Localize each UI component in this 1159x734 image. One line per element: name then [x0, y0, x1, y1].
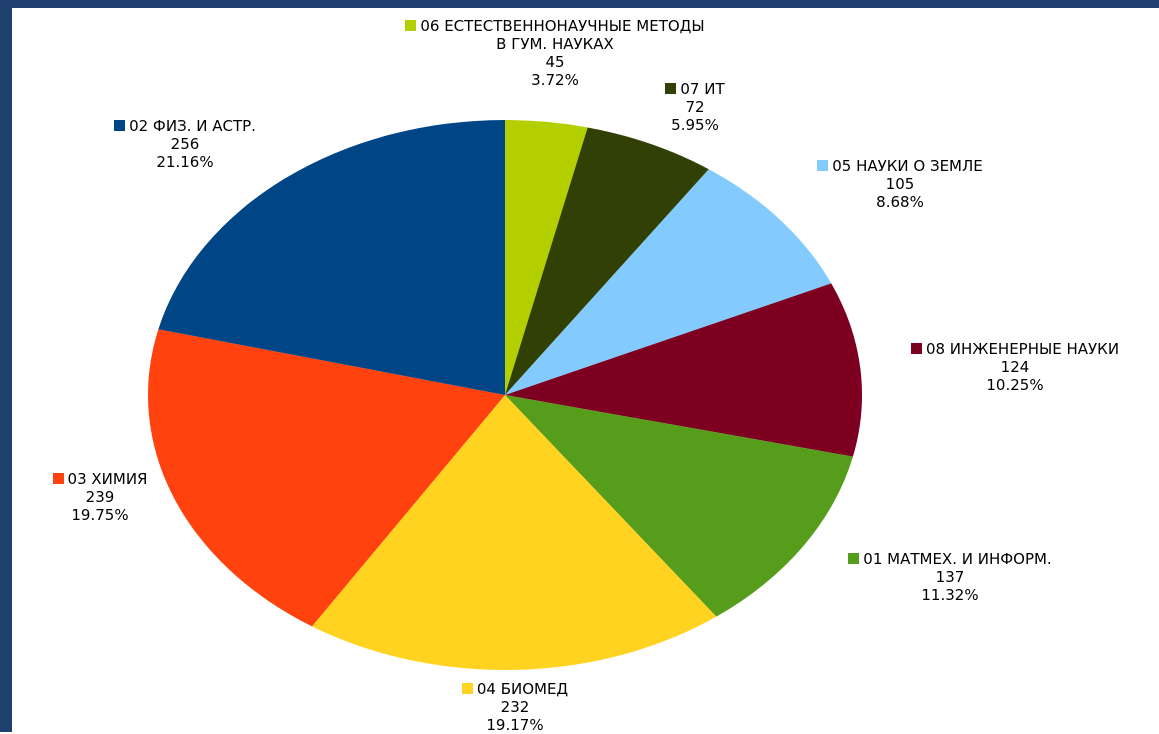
frame: [0, 0, 1159, 8]
value-label: 256: [170, 135, 200, 153]
value-label: 45: [545, 53, 565, 71]
legend-key: [405, 20, 417, 31]
pie-slice: [158, 120, 505, 395]
percent-label: 8.68%: [876, 193, 924, 211]
label-name: 07 ИТ: [635, 80, 755, 98]
label-name: 04 БИОМЕД: [415, 680, 615, 698]
value-label: 72: [685, 98, 705, 116]
data-label: 01 МАТМЕХ. И ИНФОРМ. 137 11.32%: [800, 550, 1100, 604]
label-name: 05 НАУКИ О ЗЕМЛЕ: [770, 157, 1030, 175]
pie-slice: [505, 120, 588, 395]
category-label: 08 ИНЖЕНЕРНЫЕ НАУКИ: [925, 340, 1120, 358]
category-label: 01 МАТМЕХ. И ИНФОРМ.: [863, 550, 1052, 568]
legend-key: [461, 683, 473, 694]
pie-slice: [505, 169, 832, 395]
legend-key: [114, 120, 126, 131]
percent-label: 21.16%: [156, 153, 214, 171]
legend-key: [817, 160, 829, 171]
data-label: 04 БИОМЕД 232 19.17%: [415, 680, 615, 734]
label-name: 01 МАТМЕХ. И ИНФОРМ.: [800, 550, 1100, 568]
category-label: 02 ФИЗ. И АСТР.: [129, 117, 256, 135]
legend-key: [665, 83, 677, 94]
pie-slice: [505, 283, 862, 457]
data-label: 07 ИТ 72 5.95%: [635, 80, 755, 134]
frame: [0, 0, 12, 732]
pie-slice: [505, 395, 853, 617]
data-label: 02 ФИЗ. И АСТР. 256 21.16%: [65, 117, 305, 171]
category-label: 03 ХИМИЯ: [67, 470, 148, 488]
percent-label: 19.75%: [71, 506, 129, 524]
category-label: 05 НАУКИ О ЗЕМЛЕ: [832, 157, 983, 175]
data-label: 05 НАУКИ О ЗЕМЛЕ 105 8.68%: [770, 157, 1030, 211]
category-label: 06 ЕСТЕСТВЕННОНАУЧНЫЕ МЕТОДЫ В ГУМ. НАУК…: [420, 17, 705, 53]
pie-slice: [505, 127, 709, 396]
data-label: 08 ИНЖЕНЕРНЫЕ НАУКИ 124 10.25%: [865, 340, 1159, 394]
value-label: 232: [500, 698, 530, 716]
pie-slice: [147, 329, 505, 627]
pie-slice: [311, 395, 717, 670]
value-label: 124: [1000, 358, 1030, 376]
value-label: 137: [935, 568, 965, 586]
label-name: 03 ХИМИЯ: [20, 470, 180, 488]
data-label: 06 ЕСТЕСТВЕННОНАУЧНЫЕ МЕТОДЫ В ГУМ. НАУК…: [405, 17, 705, 89]
label-name: 08 ИНЖЕНЕРНЫЕ НАУКИ: [865, 340, 1159, 358]
value-label: 105: [885, 175, 915, 193]
category-label: 07 ИТ: [680, 80, 725, 98]
percent-label: 10.25%: [986, 376, 1044, 394]
percent-label: 11.32%: [921, 586, 979, 604]
value-label: 239: [85, 488, 115, 506]
percent-label: 5.95%: [671, 116, 719, 134]
label-name: 06 ЕСТЕСТВЕННОНАУЧНЫЕ МЕТОДЫ В ГУМ. НАУК…: [405, 17, 705, 53]
percent-label: 3.72%: [531, 71, 579, 89]
legend-key: [848, 553, 860, 564]
legend-key: [52, 473, 64, 484]
category-label: 04 БИОМЕД: [476, 680, 569, 698]
label-name: 02 ФИЗ. И АСТР.: [65, 117, 305, 135]
legend-key: [910, 343, 922, 354]
data-label: 03 ХИМИЯ 239 19.75%: [20, 470, 180, 524]
percent-label: 19.17%: [486, 716, 544, 734]
